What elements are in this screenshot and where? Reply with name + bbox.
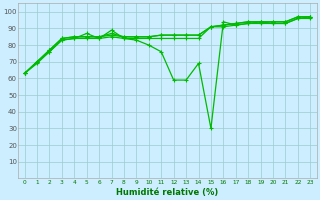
X-axis label: Humidité relative (%): Humidité relative (%): [116, 188, 219, 197]
